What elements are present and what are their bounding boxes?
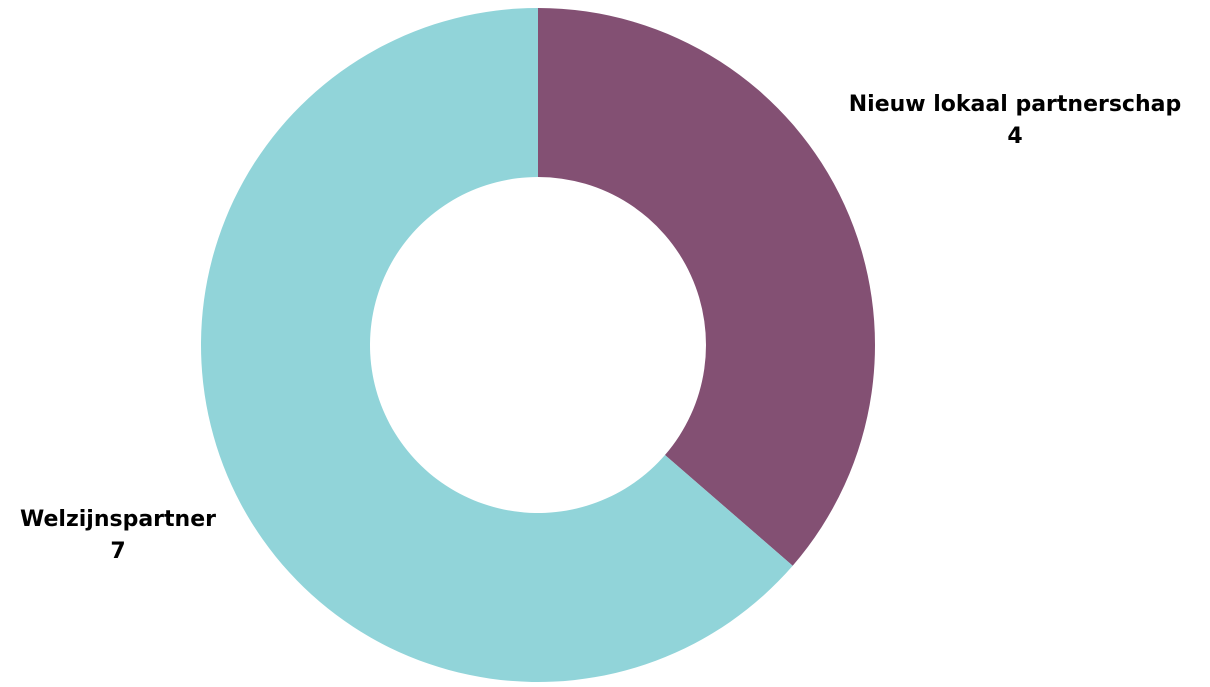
slice-label-name: Nieuw lokaal partnerschap (848, 92, 1182, 117)
donut-slice-welzijnspartner (201, 8, 793, 682)
slice-label-value: 7 (110, 539, 126, 564)
slice-label-nieuw-lokaal-partnerschap: Nieuw lokaal partnerschap 4 (820, 89, 1210, 153)
slice-label-name: Welzijnspartner (20, 507, 216, 532)
donut-slice-nieuw-lokaal-partnerschap (538, 8, 876, 566)
slice-label-value: 4 (1007, 124, 1023, 149)
slice-label-welzijnspartner: Welzijnspartner 7 (0, 504, 236, 568)
